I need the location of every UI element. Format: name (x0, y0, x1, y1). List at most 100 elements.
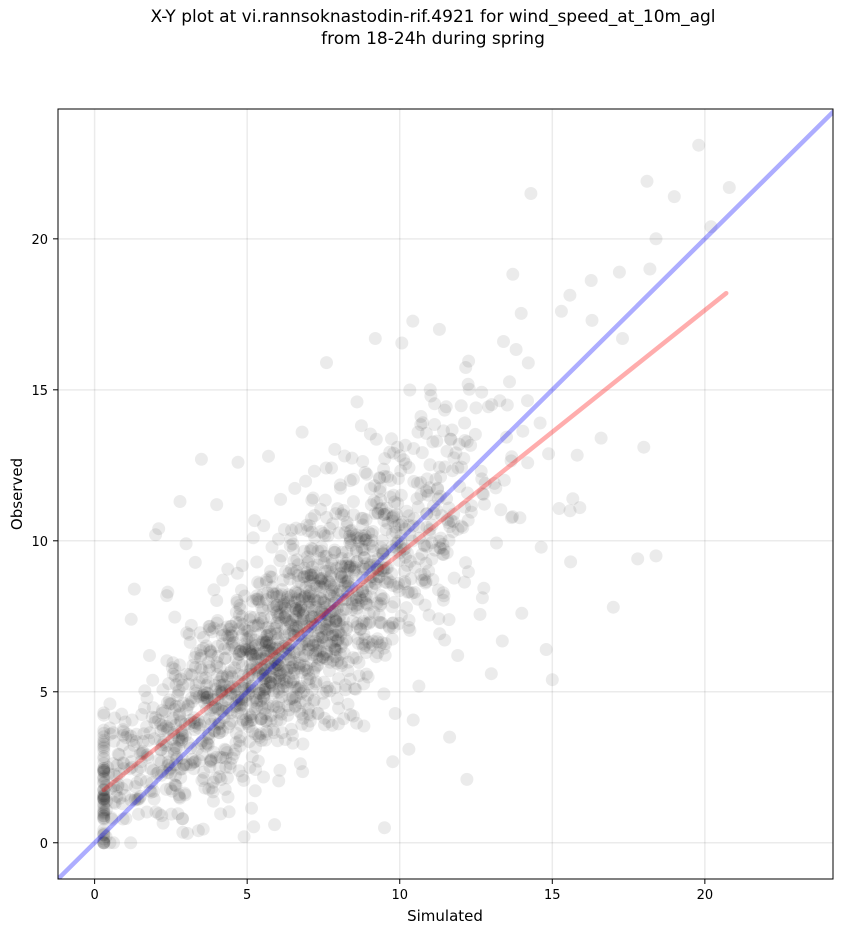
scatter-point (275, 690, 289, 704)
scatter-point (236, 677, 250, 691)
scatter-point (462, 354, 476, 368)
scatter-point (308, 593, 322, 607)
scatter-point (360, 579, 374, 593)
scatter-point (316, 650, 330, 664)
scatter-point (584, 274, 598, 287)
scatter-point (225, 619, 238, 633)
scatter-point (294, 686, 308, 700)
scatter-point (197, 695, 211, 709)
scatter-point (461, 513, 475, 527)
scatter-point (257, 770, 270, 784)
scatter-point (170, 751, 184, 765)
scatter-point (148, 715, 162, 729)
scatter-point (270, 620, 284, 634)
scatter-point (292, 628, 305, 642)
scatter-point (226, 679, 240, 693)
scatter-point (461, 486, 474, 500)
scatter-point (337, 504, 351, 517)
scatter-point (436, 586, 450, 600)
scatter-point (236, 681, 250, 695)
scatter-point (156, 765, 170, 778)
scatter-point (189, 684, 203, 698)
scatter-point (211, 691, 225, 705)
scatter-point (97, 706, 111, 720)
scatter-point (245, 667, 259, 681)
scatter-point (252, 617, 266, 631)
scatter-point (349, 598, 363, 612)
scatter-point (199, 671, 213, 685)
scatter-point (107, 795, 121, 809)
scatter-point (128, 780, 142, 794)
scatter-point (330, 656, 344, 670)
scatter-point (290, 592, 304, 606)
scatter-point (320, 652, 334, 666)
scatter-point (180, 667, 193, 681)
scatter-point (226, 636, 240, 650)
scatter-point (373, 599, 387, 613)
scatter-point (349, 568, 363, 582)
scatter-point (431, 482, 444, 496)
scatter-point (234, 706, 248, 720)
scatter-point (369, 432, 383, 446)
scatter-point (295, 425, 309, 439)
scatter-point (166, 667, 180, 681)
scatter-point (362, 607, 376, 621)
scatter-point (389, 525, 403, 539)
scatter-point (363, 615, 377, 629)
scatter-point (357, 627, 371, 641)
scatter-point (172, 673, 186, 687)
scatter-point (304, 568, 318, 582)
scatter-point (279, 636, 293, 650)
scatter-point (329, 643, 343, 657)
scatter-point (394, 536, 408, 550)
scatter-point (279, 565, 293, 578)
scatter-point (300, 619, 314, 633)
scatter-point (165, 784, 179, 798)
scatter-point (330, 594, 343, 608)
scatter-point (386, 579, 400, 592)
scatter-point (168, 778, 182, 792)
scatter-point (305, 560, 319, 574)
scatter-point (97, 789, 111, 803)
scatter-point (290, 564, 304, 578)
scatter-point (334, 574, 347, 588)
scatter-point (156, 719, 170, 733)
scatter-point (123, 745, 136, 759)
scatter-point (97, 828, 111, 842)
scatter-point (233, 598, 247, 612)
scatter-point (419, 575, 433, 589)
scatter-point (97, 769, 111, 783)
scatter-point (317, 526, 331, 540)
scatter-point (246, 531, 260, 545)
scatter-point (127, 582, 141, 596)
scatter-point (161, 758, 175, 772)
scatter-point (181, 698, 195, 712)
scatter-point (286, 675, 300, 689)
scatter-point (304, 541, 318, 555)
scatter-point (167, 728, 181, 741)
scatter-point (233, 730, 247, 744)
scatter-point (97, 832, 111, 846)
scatter-point (273, 607, 287, 621)
scatter-point (140, 748, 154, 762)
scatter-point (329, 634, 343, 648)
scatter-point (460, 435, 474, 449)
scatter-point (182, 627, 196, 641)
scatter-point (329, 628, 343, 642)
scatter-point (317, 711, 331, 725)
scatter-point (97, 762, 111, 775)
scatter-point (181, 736, 195, 750)
scatter-point (563, 288, 577, 302)
scatter-point (358, 638, 372, 652)
scatter-point (365, 527, 379, 541)
scatter-point (432, 583, 445, 597)
scatter-point (231, 455, 245, 469)
scatter-point (291, 569, 305, 582)
scatter-point (432, 612, 446, 626)
scatter-point (344, 708, 357, 722)
scatter-point (97, 783, 111, 796)
scatter-point (97, 763, 111, 777)
scatter-point (172, 699, 186, 713)
scatter-point (407, 442, 421, 455)
scatter-point (328, 543, 342, 557)
